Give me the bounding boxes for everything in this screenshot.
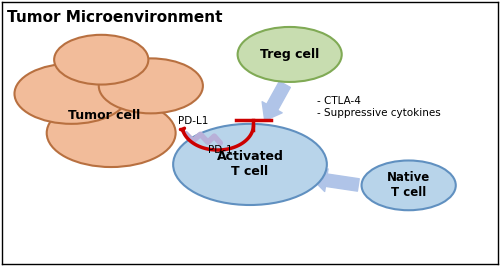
Text: Native
T cell: Native T cell [387, 171, 430, 199]
Text: Treg cell: Treg cell [260, 48, 320, 61]
Text: Tumor cell: Tumor cell [68, 110, 140, 122]
Circle shape [54, 35, 148, 85]
FancyArrowPatch shape [262, 81, 290, 120]
Text: PD-L1: PD-L1 [178, 116, 208, 126]
Circle shape [14, 64, 128, 124]
Circle shape [173, 124, 327, 205]
Circle shape [46, 99, 176, 167]
Circle shape [362, 160, 456, 210]
Text: - CTLA-4
- Suppressive cytokines: - CTLA-4 - Suppressive cytokines [317, 96, 440, 118]
Text: PD-1: PD-1 [208, 145, 233, 155]
Circle shape [238, 27, 342, 82]
Text: Activated
T cell: Activated T cell [216, 150, 284, 178]
FancyArrowPatch shape [312, 169, 359, 192]
Text: Tumor Microenvironment: Tumor Microenvironment [7, 10, 222, 25]
Circle shape [99, 58, 203, 113]
